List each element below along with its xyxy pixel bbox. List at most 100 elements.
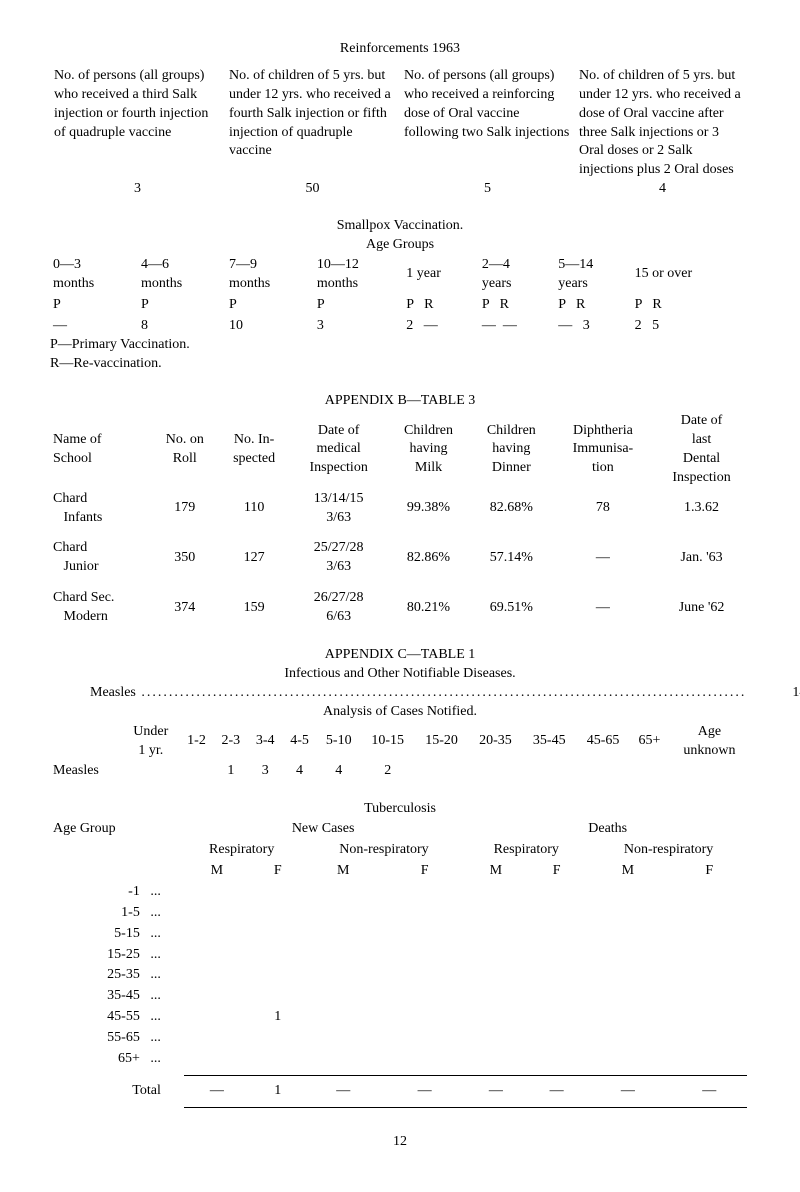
appendix-c-title: APPENDIX C—TABLE 1 — [50, 646, 750, 665]
mf4: F — [384, 861, 465, 882]
tb-row: 1-5 ... — [50, 903, 750, 924]
tb-nonresp1: Non-respiratory — [303, 840, 466, 861]
tbage6: 45-55 — [107, 1009, 140, 1024]
br1-insp: 127 — [218, 538, 290, 578]
reinf-v1: 3 — [50, 180, 225, 199]
pr5: P R — [479, 295, 555, 316]
reinf-col3: No. of persons (all groups) who received… — [400, 67, 575, 180]
tb-table: Age Group New Cases Deaths Respiratory N… — [50, 819, 750, 1113]
tb-row: 35-45 ... — [50, 986, 750, 1007]
ah9: 45-65 — [576, 722, 630, 762]
sv7: 2 5 — [632, 316, 750, 337]
ah3: 4-5 — [282, 722, 316, 762]
br2-milk: 80.21% — [387, 588, 470, 628]
pr4: P R — [403, 295, 479, 316]
ar-label: Measles — [50, 761, 122, 782]
br1-date: 25/27/28 3/63 — [290, 538, 387, 578]
br0-roll: 179 — [152, 489, 218, 529]
reinf-col4-text: No. of children of 5 yrs. but under 12 y… — [579, 68, 741, 177]
tb-total-label: Total — [50, 1081, 181, 1102]
br1-roll: 350 — [152, 538, 218, 578]
bh3: Date of medical Inspection — [290, 411, 387, 489]
analysis-head: Under 1 yr. 1-2 2-3 3-4 4-5 5-10 10-15 1… — [50, 722, 750, 762]
tb-resp1: Respiratory — [181, 840, 303, 861]
age-h5: 2—4 years — [479, 255, 555, 295]
ar10 — [576, 761, 630, 782]
bh2: No. In- spected — [218, 411, 290, 489]
sv5: — — — [479, 316, 555, 337]
age-h7: 15 or over — [632, 255, 750, 295]
analysis-table: Under 1 yr. 1-2 2-3 3-4 4-5 5-10 10-15 1… — [50, 722, 750, 783]
tb-head3: M F M F M F M F — [50, 861, 750, 882]
tbage2: 5-15 — [114, 926, 140, 941]
appb-row1: Chard Junior 350 127 25/27/28 3/63 82.86… — [50, 538, 750, 578]
ah7: 20-35 — [469, 722, 523, 762]
age-h3: 10—12 months — [314, 255, 403, 295]
mf8: F — [669, 861, 750, 882]
br0-milk: 99.38% — [387, 489, 470, 529]
appendix-b-table: Name of School No. on Roll No. In- spect… — [50, 411, 750, 628]
tbage1: 1-5 — [121, 905, 140, 920]
reinf-col1-text: No. of persons (all groups) who received… — [54, 68, 208, 140]
sv2: 10 — [226, 316, 314, 337]
tb-nonresp2: Non-respiratory — [587, 840, 750, 861]
appb-row2: Chard Sec. Modern 374 159 26/27/28 6/63 … — [50, 588, 750, 628]
mf7: M — [587, 861, 668, 882]
ah1: 2-3 — [214, 722, 248, 762]
mf3: M — [303, 861, 384, 882]
age-h6: 5—14 years — [555, 255, 631, 295]
ar8 — [469, 761, 523, 782]
tb-row: 55-65 ... — [50, 1028, 750, 1049]
ah6: 15-20 — [415, 722, 469, 762]
tbage7: 55-65 — [107, 1030, 140, 1045]
bh1: No. on Roll — [152, 411, 218, 489]
tb-title: Tuberculosis — [50, 800, 750, 819]
reinf-col4: No. of children of 5 yrs. but under 12 y… — [575, 67, 750, 180]
appendix-c-subtitle: Infectious and Other Notifiable Diseases… — [50, 665, 750, 684]
analysis-measles-row: Measles 1 3 4 4 2 — [50, 761, 750, 782]
ar5: 4 — [317, 761, 361, 782]
reinf-col1: No. of persons (all groups) who received… — [50, 67, 225, 180]
bh0: Name of School — [50, 411, 152, 489]
br1-name: Chard Junior — [50, 538, 152, 578]
reinf-col2-text: No. of children of 5 yrs. but under 12 y… — [229, 68, 391, 159]
br1-dinner: 57.14% — [470, 538, 553, 578]
ah2: 3-4 — [248, 722, 282, 762]
smallpox-val-row: — 8 10 3 2 — — — — 3 2 5 — [50, 316, 750, 337]
tbage8: 65+ — [118, 1051, 140, 1066]
br2-roll: 374 — [152, 588, 218, 628]
reinf-v4: 4 — [575, 180, 750, 199]
ah8: 35-45 — [522, 722, 576, 762]
reinf-col2: No. of children of 5 yrs. but under 12 y… — [225, 67, 400, 180]
tb-newcases: New Cases — [181, 819, 466, 840]
tt4: — — [465, 1081, 526, 1102]
ar2: 1 — [214, 761, 248, 782]
tt3: — — [384, 1081, 465, 1102]
page-number: 12 — [50, 1133, 750, 1152]
ah5: 10-15 — [361, 722, 415, 762]
tb-total-row: Total — 1 — — — — — — — [50, 1081, 750, 1102]
mf5: M — [465, 861, 526, 882]
tb-row: 25-35 ... — [50, 965, 750, 986]
age-h2: 7—9 months — [226, 255, 314, 295]
tt0: — — [181, 1081, 253, 1102]
measles-total-line: Measles 14 — [50, 684, 750, 703]
sv3: 3 — [314, 316, 403, 337]
ah4: 5-10 — [317, 722, 361, 762]
br0-dinner: 82.68% — [470, 489, 553, 529]
mf1: M — [181, 861, 253, 882]
appb-row0: Chard Infants 179 110 13/14/15 3/63 99.3… — [50, 489, 750, 529]
smallpox-age-row: 0—3 months 4—6 months 7—9 months 10—12 m… — [50, 255, 750, 295]
ar9 — [522, 761, 576, 782]
br2-diph: — — [553, 588, 653, 628]
analysis-title: Analysis of Cases Notified. — [50, 703, 750, 722]
pr3: P — [314, 295, 403, 316]
tb-row: 5-15 ... — [50, 924, 750, 945]
bh7: Date of last Dental Inspection — [653, 411, 750, 489]
br0-diph: 78 — [553, 489, 653, 529]
pr7: P R — [632, 295, 750, 316]
age-h1: 4—6 months — [138, 255, 226, 295]
ar11 — [630, 761, 669, 782]
smallpox-note2: R—Re-vaccination. — [50, 355, 750, 374]
br1-dental: Jan. '63 — [653, 538, 750, 578]
